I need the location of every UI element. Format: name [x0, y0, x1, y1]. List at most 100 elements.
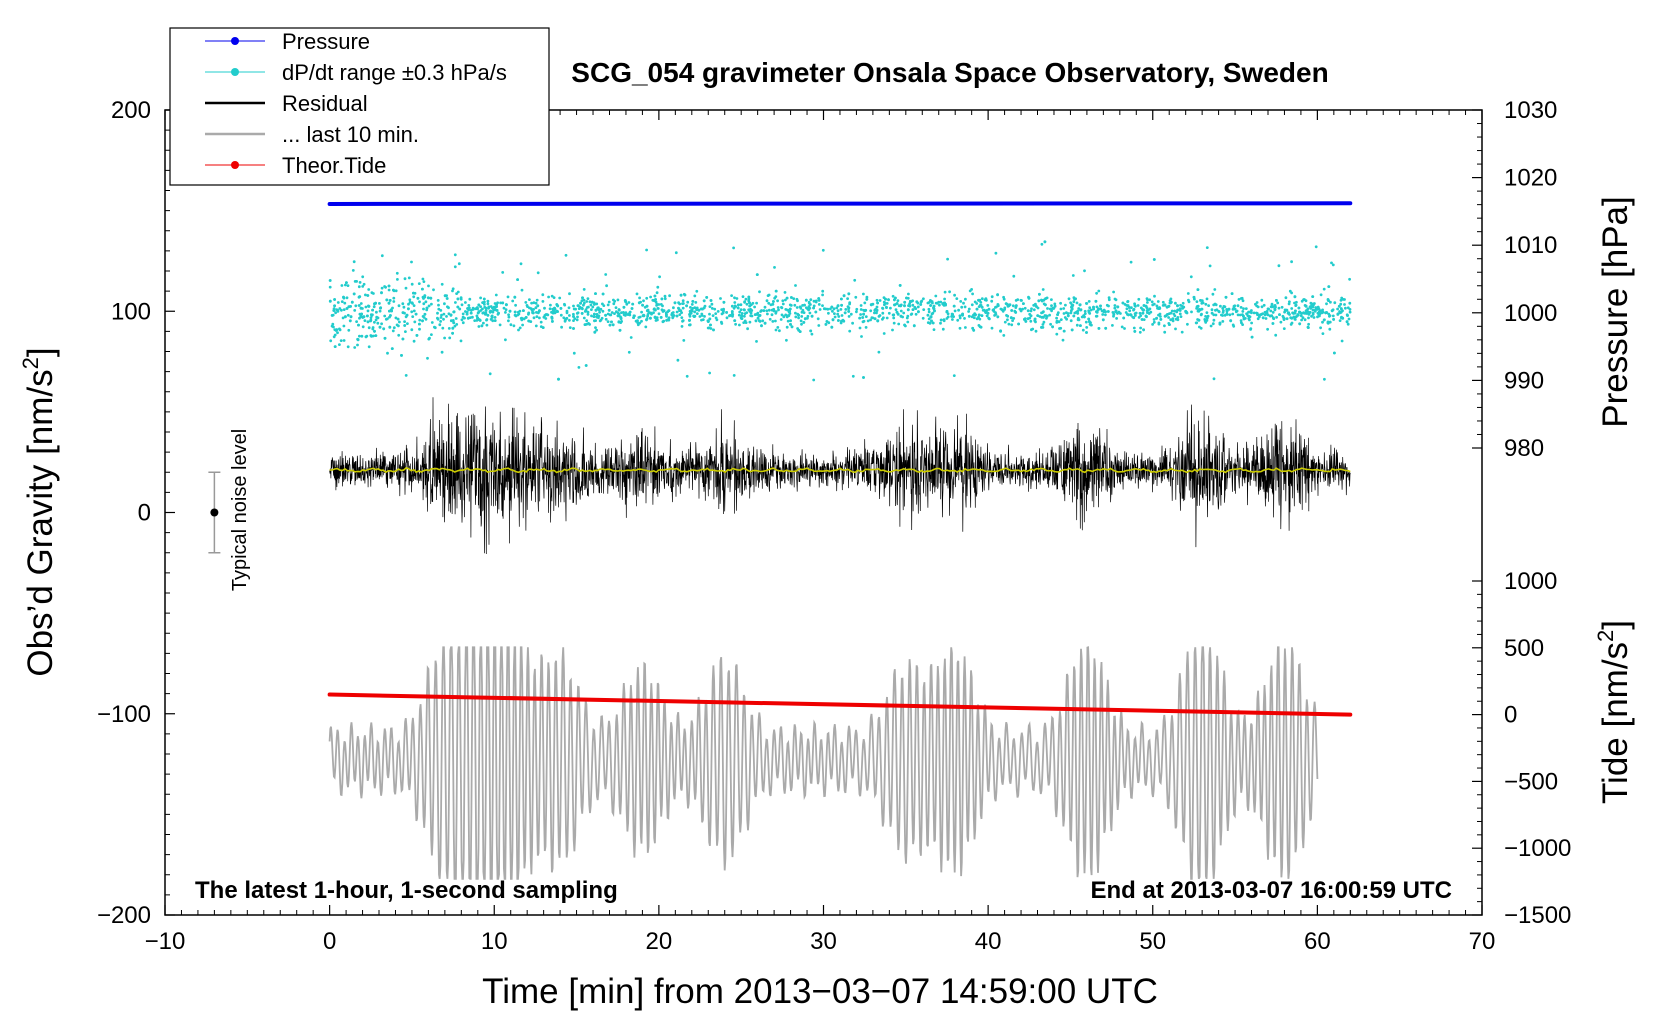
dpdt-point	[1190, 310, 1193, 314]
dpdt-point	[816, 317, 820, 321]
dpdt-point	[975, 307, 979, 311]
dpdt-point	[1239, 319, 1243, 322]
dpdt-point	[1198, 308, 1201, 311]
dpdt-point	[366, 294, 370, 297]
dpdt-point	[1245, 312, 1249, 316]
dpdt-point	[774, 310, 778, 313]
dpdt-point	[741, 295, 745, 298]
dpdt-point	[338, 307, 342, 310]
dpdt-point	[907, 292, 910, 296]
dpdt-point	[1061, 338, 1065, 342]
dpdt-point	[1139, 314, 1143, 317]
dpdt-point	[1157, 313, 1160, 317]
dpdt-point	[407, 276, 411, 280]
dpdt-point	[358, 316, 361, 320]
dpdt-point	[1171, 319, 1175, 323]
dpdt-point	[1322, 318, 1326, 322]
dpdt-point	[1199, 299, 1202, 302]
dpdt-point	[358, 334, 361, 338]
dpdt-point	[862, 319, 866, 323]
dpdt-point	[1142, 304, 1146, 307]
dpdt-point	[427, 304, 431, 308]
dpdt-point	[770, 313, 774, 317]
dpdt-point	[482, 321, 485, 325]
dpdt-point	[449, 319, 453, 323]
dpdt-point	[1238, 313, 1242, 317]
dpdt-point	[905, 296, 908, 300]
dpdt-point	[863, 301, 867, 305]
dpdt-point	[378, 309, 382, 313]
dpdt-point	[1057, 320, 1061, 324]
dpdt-point	[967, 307, 971, 311]
dpdt-point	[798, 305, 802, 309]
dpdt-point	[660, 297, 664, 301]
dpdt-point	[1316, 305, 1320, 309]
dpdt-point	[1132, 326, 1136, 330]
dpdt-point	[710, 302, 714, 306]
dpdt-point	[891, 328, 894, 332]
dpdt-point	[596, 306, 600, 310]
dpdt-point	[1339, 298, 1343, 302]
dpdt-point	[1163, 324, 1166, 328]
dpdt-point	[697, 308, 701, 312]
dpdt-point	[485, 318, 489, 321]
dpdt-point	[1338, 319, 1342, 322]
dpdt-point	[794, 284, 797, 287]
dpdt-point	[453, 265, 457, 269]
dpdt-point	[980, 314, 984, 317]
dpdt-point	[1168, 323, 1171, 326]
dpdt-point	[535, 315, 539, 318]
dpdt-point	[744, 321, 748, 324]
dpdt-point	[358, 295, 362, 298]
dpdt-point	[446, 305, 449, 309]
dpdt-point	[454, 317, 458, 320]
dpdt-point	[524, 301, 528, 304]
dpdt-point	[778, 329, 781, 333]
dpdt-point	[412, 309, 416, 313]
dpdt-point	[475, 319, 479, 322]
dpdt-point	[400, 354, 403, 357]
dpdt-point	[453, 253, 457, 257]
dpdt-point	[894, 296, 897, 300]
dpdt-point	[892, 313, 895, 317]
dpdt-point	[847, 310, 851, 313]
dpdt-point	[844, 308, 848, 311]
dpdt-point	[608, 313, 612, 317]
dpdt-point	[645, 248, 648, 252]
dpdt-point	[498, 323, 502, 327]
dpdt-point	[1072, 300, 1076, 304]
dpdt-point	[748, 320, 752, 324]
dpdt-point	[702, 306, 706, 310]
dpdt-point	[396, 317, 400, 321]
dpdt-point	[1211, 322, 1215, 326]
dpdt-point	[330, 314, 334, 317]
tide-tick-label: −1500	[1504, 902, 1571, 929]
dpdt-point	[1158, 306, 1161, 309]
dpdt-point	[1031, 327, 1035, 331]
dpdt-point	[423, 312, 427, 316]
dpdt-point	[1329, 300, 1332, 304]
dpdt-point	[653, 316, 657, 319]
dpdt-point	[361, 275, 365, 279]
dpdt-point	[909, 300, 912, 303]
dpdt-point	[895, 302, 899, 305]
dpdt-point	[859, 313, 862, 316]
dpdt-point	[1133, 312, 1137, 316]
dpdt-point	[1176, 316, 1180, 319]
dpdt-point	[433, 325, 436, 329]
dpdt-point	[972, 316, 976, 320]
dpdt-point	[854, 295, 858, 299]
dpdt-point	[1157, 322, 1161, 326]
dpdt-point	[911, 308, 915, 311]
dpdt-point	[1311, 295, 1315, 298]
dpdt-point	[392, 326, 396, 330]
dpdt-point	[422, 302, 426, 306]
dpdt-point	[916, 305, 920, 309]
dpdt-point	[914, 312, 918, 316]
dpdt-point	[473, 319, 477, 322]
dpdt-point	[486, 313, 490, 317]
dpdt-point	[730, 294, 733, 297]
dpdt-point	[567, 306, 571, 310]
dpdt-point	[383, 314, 387, 318]
dpdt-point	[884, 297, 887, 301]
